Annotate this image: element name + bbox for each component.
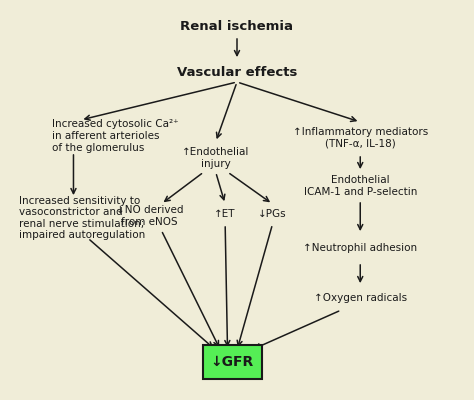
Text: Renal ischemia: Renal ischemia [181,20,293,32]
Text: Increased sensitivity to
vasoconstrictor and
renal nerve stimulation;
impaired a: Increased sensitivity to vasoconstrictor… [19,196,145,240]
Text: Increased cytosolic Ca²⁺
in afferent arterioles
of the glomerulus: Increased cytosolic Ca²⁺ in afferent art… [52,119,179,152]
Text: Endothelial
ICAM-1 and P-selectin: Endothelial ICAM-1 and P-selectin [303,175,417,197]
Text: ↓PGs: ↓PGs [258,209,287,219]
Text: ↑ET: ↑ET [214,209,236,219]
Text: ↑Neutrophil adhesion: ↑Neutrophil adhesion [303,243,417,253]
Text: ↑Oxygen radicals: ↑Oxygen radicals [314,293,407,303]
Text: ↓NO derived
from eNOS: ↓NO derived from eNOS [116,205,183,227]
Text: ↓GFR: ↓GFR [210,355,254,369]
Text: ↑Endothelial
injury: ↑Endothelial injury [182,147,249,169]
FancyBboxPatch shape [202,345,262,379]
Text: Vascular effects: Vascular effects [177,66,297,78]
Text: ↑Inflammatory mediators
(TNF-α, IL-18): ↑Inflammatory mediators (TNF-α, IL-18) [292,127,428,149]
